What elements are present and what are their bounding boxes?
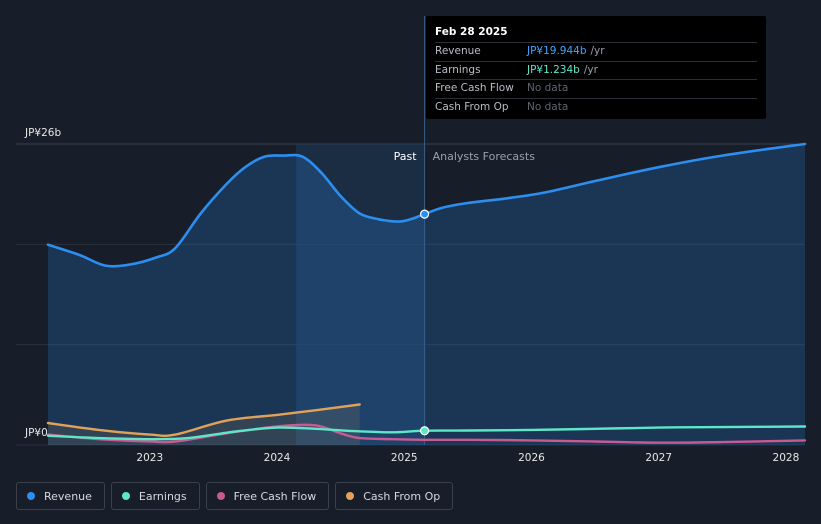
x-tick-label: 2027 bbox=[645, 452, 672, 464]
past-label: Past bbox=[394, 150, 418, 163]
marker-revenue bbox=[419, 209, 430, 219]
legend-label: Cash From Op bbox=[363, 489, 441, 503]
x-axis-ticks: 2023 2024 2025 2026 2027 2028 bbox=[136, 452, 799, 464]
tooltip-unit: /yr bbox=[590, 45, 605, 57]
tooltip-date: Feb 28 2025 bbox=[435, 26, 508, 38]
tooltip-value: JP¥1.234b bbox=[527, 63, 580, 76]
series-line-earnings bbox=[46, 425, 807, 441]
tooltip-value: No data bbox=[527, 100, 569, 113]
tooltip-row-free-cash-flow: Free Cash Flow No data bbox=[435, 79, 757, 98]
tooltip-label: Earnings bbox=[435, 63, 481, 76]
series-line-free-cash-flow bbox=[46, 423, 807, 444]
x-tick-label: 2026 bbox=[518, 452, 545, 464]
tooltip-row-earnings: Earnings JP¥1.234b /yr bbox=[435, 60, 757, 80]
hover-tooltip: Feb 28 2025 Revenue JP¥19.944b /yr Earni… bbox=[426, 16, 766, 119]
y-axis-bottom-label: JP¥0 bbox=[24, 427, 48, 439]
series-lines bbox=[46, 142, 807, 444]
revenue-dot-icon bbox=[27, 492, 35, 500]
legend-label: Free Cash Flow bbox=[233, 489, 317, 503]
revenue-area bbox=[48, 144, 805, 445]
x-tick-label: 2023 bbox=[136, 452, 163, 464]
tooltip-value: JP¥19.944b bbox=[527, 45, 587, 57]
cash-from-op-dot-icon bbox=[346, 492, 355, 500]
tooltip-value: No data bbox=[527, 82, 569, 94]
legend-label: Revenue bbox=[44, 489, 92, 503]
legend-item-free-cash-flow[interactable]: Free Cash Flow bbox=[205, 482, 330, 510]
y-axis-top-label: JP¥26b bbox=[24, 127, 61, 139]
marker-earnings bbox=[419, 426, 430, 436]
past-highlight-region bbox=[296, 144, 425, 445]
legend-item-cash-from-op[interactable]: Cash From Op bbox=[335, 482, 454, 510]
tooltip-unit: /yr bbox=[583, 63, 598, 76]
legend-item-earnings[interactable]: Earnings bbox=[110, 482, 200, 510]
chart-legend: Revenue Earnings Free Cash Flow Cash Fro… bbox=[16, 482, 454, 510]
series-markers bbox=[419, 209, 430, 436]
tooltip-label: Free Cash Flow bbox=[435, 82, 514, 94]
series-line-revenue bbox=[46, 142, 807, 268]
tooltip-row-revenue: Revenue JP¥19.944b /yr bbox=[435, 42, 757, 61]
x-tick-label: 2028 bbox=[773, 452, 800, 464]
forecast-label: Analysts Forecasts bbox=[433, 150, 536, 163]
free-cash-flow-dot-icon bbox=[216, 492, 225, 500]
legend-item-revenue[interactable]: Revenue bbox=[16, 482, 105, 510]
x-tick-label: 2025 bbox=[391, 452, 418, 464]
series-line-cash-from-op bbox=[46, 403, 361, 438]
tooltip-label: Revenue bbox=[435, 45, 481, 57]
legend-label: Earnings bbox=[138, 489, 187, 503]
x-tick-label: 2024 bbox=[264, 452, 291, 464]
tooltip-row-cash-from-op: Cash From Op No data bbox=[435, 97, 757, 117]
earnings-dot-icon bbox=[121, 492, 130, 500]
tooltip-label: Cash From Op bbox=[435, 100, 509, 113]
